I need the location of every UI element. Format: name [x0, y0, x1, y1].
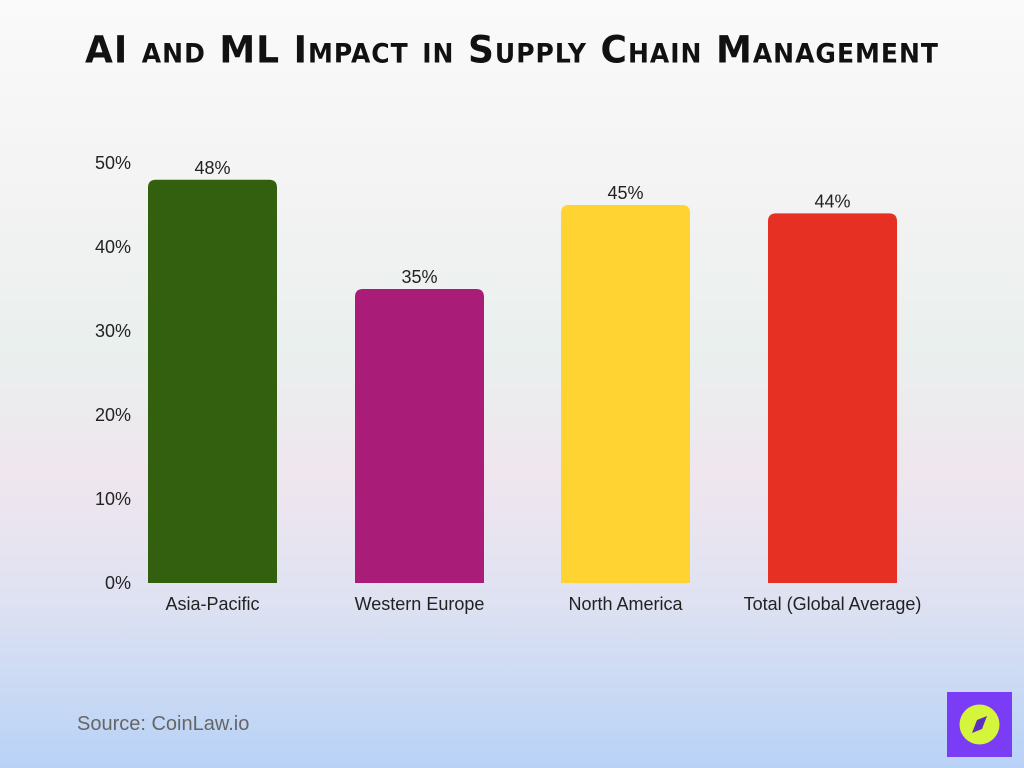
data-label: 44% [814, 191, 850, 211]
y-tick-label: 20% [95, 405, 131, 425]
compass-icon [947, 692, 1012, 757]
chart-title: AI and ML Impact in Supply Chain Managem… [85, 28, 939, 73]
source-note: Source: CoinLaw.io [77, 713, 250, 735]
x-tick-label: Total (Global Average) [744, 594, 922, 614]
bar [148, 179, 277, 584]
bar [561, 205, 690, 583]
y-tick-label: 30% [95, 321, 131, 341]
bar [768, 213, 897, 583]
x-tick-label: North America [568, 594, 683, 614]
x-tick-label: Western Europe [355, 594, 485, 614]
data-label: 35% [401, 267, 437, 287]
bar [355, 289, 484, 583]
data-label: 45% [607, 183, 643, 203]
y-tick-label: 50% [95, 153, 131, 173]
data-label: 48% [194, 158, 230, 178]
y-tick-label: 40% [95, 237, 131, 257]
x-tick-label: Asia-Pacific [165, 594, 259, 614]
y-tick-label: 0% [105, 573, 131, 593]
y-tick-label: 10% [95, 489, 131, 509]
